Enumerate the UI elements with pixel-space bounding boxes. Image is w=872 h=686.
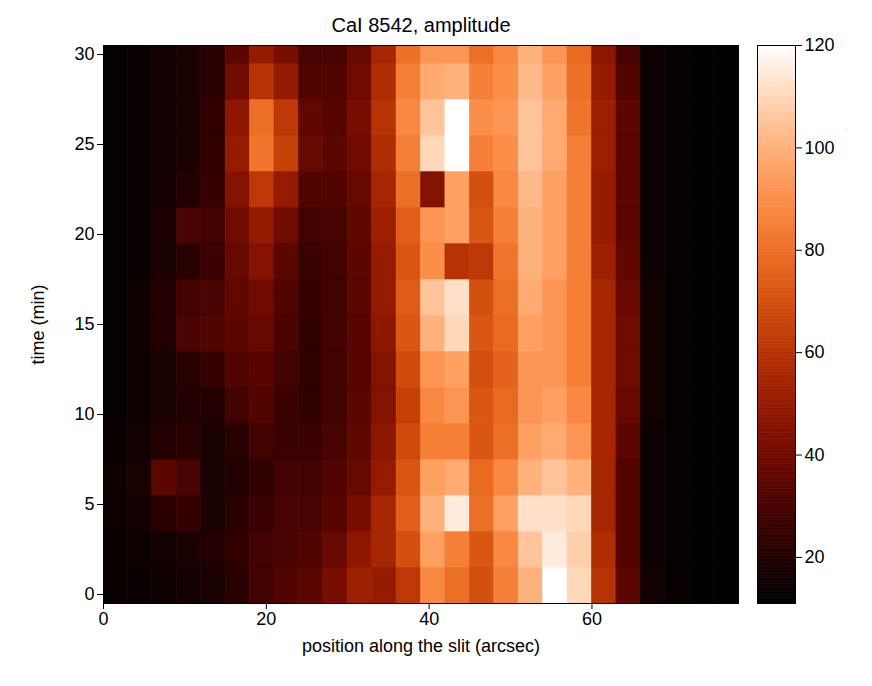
svg-text:80: 80 (805, 240, 825, 260)
svg-text:20: 20 (74, 224, 94, 244)
svg-text:15: 15 (74, 314, 94, 334)
svg-text:40: 40 (419, 609, 439, 629)
svg-text:20: 20 (256, 609, 276, 629)
svg-text:25: 25 (74, 134, 94, 154)
svg-text:30: 30 (74, 44, 94, 64)
svg-text:20: 20 (805, 547, 825, 567)
svg-text:time (min): time (min) (28, 285, 48, 365)
svg-text:120: 120 (805, 35, 835, 55)
svg-text:10: 10 (74, 404, 94, 424)
svg-text:100: 100 (805, 138, 835, 158)
svg-text:0: 0 (84, 584, 94, 604)
svg-text:5: 5 (84, 494, 94, 514)
svg-text:position along the slit (arcse: position along the slit (arcsec) (302, 636, 540, 656)
svg-text:60: 60 (805, 342, 825, 362)
svg-text:40: 40 (805, 445, 825, 465)
svg-text:60: 60 (582, 609, 602, 629)
svg-text:CaI 8542, amplitude: CaI 8542, amplitude (331, 14, 510, 36)
svg-text:0: 0 (98, 609, 108, 629)
